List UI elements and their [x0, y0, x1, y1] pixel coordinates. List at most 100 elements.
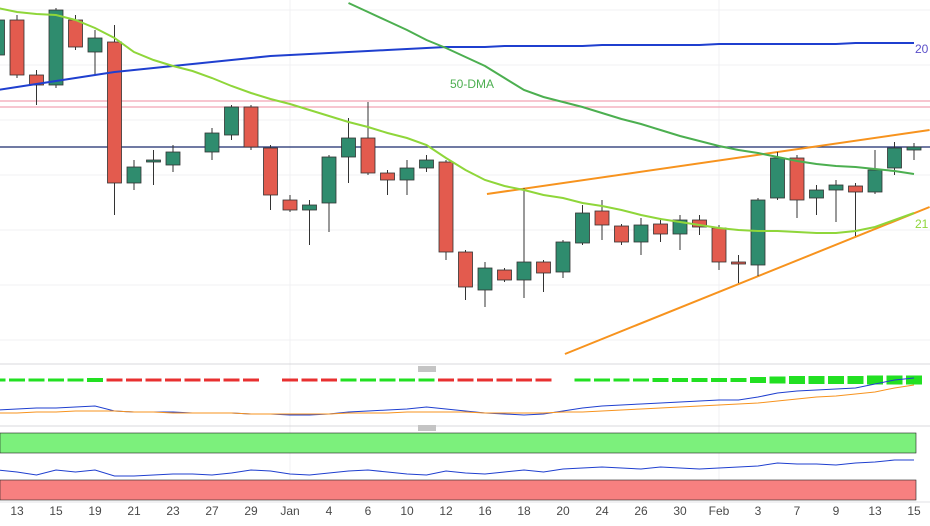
histogram-bar	[906, 375, 922, 385]
x-tick-label: 7	[794, 504, 801, 518]
candle-body	[419, 159, 434, 169]
histogram-bar	[496, 378, 513, 382]
x-tick-label: 30	[673, 504, 687, 518]
histogram-bar	[711, 378, 727, 382]
candle-body	[458, 251, 473, 288]
x-tick-label: Feb	[709, 504, 730, 518]
candle-body	[770, 157, 785, 199]
candle-body	[750, 199, 766, 266]
x-tick-label: 21	[127, 504, 141, 518]
histogram-bar	[438, 378, 454, 382]
histogram-bar	[789, 376, 805, 384]
histogram-bar	[321, 378, 337, 382]
x-tick-label: Jan	[280, 504, 299, 518]
candle-body	[204, 132, 220, 153]
histogram-bar	[652, 378, 669, 382]
histogram-bar	[613, 378, 630, 382]
histogram-bar	[145, 378, 162, 382]
candle-body	[633, 224, 649, 243]
histogram-bar	[360, 378, 376, 382]
histogram-bar	[730, 378, 747, 382]
histogram-bar	[828, 376, 844, 384]
candle-body	[146, 159, 161, 163]
series-label: 21	[915, 217, 929, 231]
x-tick-label: 12	[439, 504, 453, 518]
candle-body	[711, 227, 727, 263]
x-tick-label: 18	[517, 504, 531, 518]
candle-body	[906, 146, 922, 151]
zone-band	[0, 432, 917, 454]
x-tick-label: 9	[833, 504, 840, 518]
histogram-bar	[301, 378, 318, 382]
histogram-bar	[477, 378, 493, 382]
histogram-bar	[672, 378, 688, 382]
x-tick-label: 24	[595, 504, 609, 518]
histogram-bar	[535, 378, 552, 382]
x-tick-label: 23	[166, 504, 180, 518]
panel-handle[interactable]	[418, 366, 436, 431]
candle-body	[380, 172, 395, 181]
candle-body	[282, 199, 298, 211]
histogram-bar	[48, 378, 64, 382]
moving-average	[0, 42, 914, 91]
x-tick-label: 19	[88, 504, 102, 518]
candle-body	[399, 167, 415, 181]
histogram-bar	[594, 378, 610, 382]
histogram-bar	[418, 378, 435, 382]
candle-body	[87, 37, 103, 53]
candle-body	[107, 41, 122, 184]
candle-body	[243, 106, 259, 148]
histogram-bar	[847, 376, 864, 384]
histogram-bar	[399, 378, 415, 382]
x-tick-label: 26	[634, 504, 648, 518]
histogram-bar	[750, 377, 766, 383]
moving-average	[348, 2, 915, 175]
candle-body	[848, 185, 863, 193]
indicator-line	[0, 384, 915, 415]
histogram-bar	[379, 378, 396, 382]
series-label: 50-DMA	[450, 77, 494, 91]
x-tick-label: 27	[205, 504, 219, 518]
histogram-bar	[184, 378, 201, 382]
candle-body	[828, 184, 844, 191]
candle-body	[789, 157, 805, 201]
candle-body	[438, 161, 454, 253]
histogram-bar	[106, 378, 123, 382]
candle-body	[321, 156, 337, 204]
candle-body	[263, 147, 278, 196]
candle-body	[341, 137, 356, 158]
candle-body	[653, 223, 668, 235]
candle-body	[224, 106, 239, 136]
histogram-bar	[457, 378, 474, 382]
candle-body	[536, 261, 551, 274]
candle-body	[0, 19, 5, 56]
zone-band	[0, 479, 917, 501]
x-tick-label: 15	[907, 504, 921, 518]
histogram-bar	[867, 375, 883, 385]
histogram-bar	[204, 378, 220, 382]
candle-body	[516, 261, 532, 281]
x-tick-label: 13	[10, 504, 24, 518]
histogram-bar	[574, 378, 591, 382]
candle-body	[809, 189, 824, 199]
indicator-line	[0, 377, 915, 416]
histogram-bar	[28, 378, 45, 382]
candle-body	[555, 241, 571, 273]
x-tick-label: 3	[755, 504, 762, 518]
candle-body	[614, 225, 629, 243]
x-tick-label: 13	[868, 504, 882, 518]
candle-body	[165, 151, 181, 166]
histogram-bar	[282, 378, 298, 382]
candle-body	[594, 210, 610, 226]
histogram-bar	[340, 378, 357, 382]
candle-body	[731, 261, 746, 265]
moving-average	[0, 7, 915, 234]
x-tick-label: 10	[400, 504, 414, 518]
x-tick-label: 20	[556, 504, 570, 518]
candle-body	[302, 204, 317, 211]
candle-body	[360, 137, 376, 174]
x-tick-label: 15	[49, 504, 63, 518]
histogram-bar	[126, 378, 142, 382]
oscillator-line	[0, 459, 914, 477]
histogram-bar	[0, 378, 6, 382]
